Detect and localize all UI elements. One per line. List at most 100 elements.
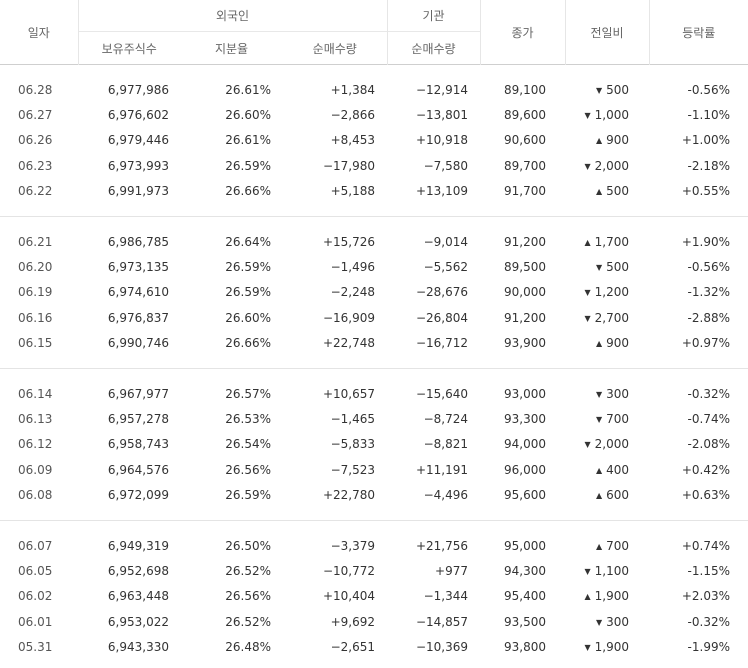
change-cell: ▼ 1,000 (565, 102, 649, 127)
header-holdings: 보유주식수 (77, 31, 180, 65)
header-foreign-net: 순매수량 (283, 31, 387, 65)
close-price-cell: 93,000 (504, 386, 546, 401)
change-rate-cell: -0.32% (687, 614, 730, 629)
foreign-net-cell: −2,651 (330, 640, 375, 655)
holdings-cell: 6,990,746 (107, 336, 169, 351)
foreign-net-cell: +9,692 (330, 614, 375, 629)
change-rate-cell: +0.42% (681, 462, 730, 477)
change-value: 1,100 (594, 563, 629, 578)
table-row: 06.22 6,991,973 26.66% +5,188 +13,109 91,700 ▲… (0, 179, 748, 204)
holdings-cell: 6,976,602 (107, 108, 169, 123)
change-cell: ▼ 2,000 (565, 432, 649, 457)
ratio-cell: 26.56% (225, 462, 271, 477)
table-row: 06.05 6,952,698 26.52% −10,772 +977 94,300 ▼ 1,… (0, 558, 748, 583)
close-price-cell: 95,600 (504, 488, 546, 503)
row-date: 06.23 (18, 158, 53, 173)
change-value: 300 (606, 386, 629, 401)
ratio-cell: 26.48% (225, 640, 271, 655)
change-rate-cell: -2.88% (687, 310, 730, 325)
change-value: 900 (606, 133, 629, 148)
change-rate-cell: -0.32% (687, 386, 730, 401)
change-rate-cell: -2.18% (687, 158, 730, 173)
foreign-net-cell: −2,866 (330, 108, 375, 123)
row-date: 06.07 (18, 538, 53, 553)
row-date: 06.14 (18, 386, 53, 401)
inst-net-cell: −13,801 (415, 108, 468, 123)
triangle-down-icon: ▼ (584, 111, 591, 121)
change-cell: ▲ 600 (565, 482, 649, 507)
inst-net-cell: +11,191 (415, 462, 468, 477)
triangle-down-icon: ▼ (584, 288, 591, 298)
change-value: 900 (606, 336, 629, 351)
ratio-cell: 26.54% (225, 437, 271, 452)
triangle-up-icon: ▲ (595, 541, 603, 551)
triangle-up-icon: ▲ (595, 136, 603, 146)
inst-net-cell: −1,344 (423, 589, 468, 604)
change-rate-cell: +1.90% (681, 234, 730, 249)
foreign-net-cell: +1,384 (330, 82, 375, 97)
close-price-cell: 95,400 (504, 589, 546, 604)
ratio-cell: 26.56% (225, 589, 271, 604)
change-cell: ▲ 1,900 (565, 584, 649, 609)
holdings-cell: 6,949,319 (107, 538, 169, 553)
change-value: 1,900 (594, 640, 629, 655)
ratio-cell: 26.66% (225, 336, 271, 351)
change-rate-cell: -0.74% (687, 411, 730, 426)
holdings-cell: 6,977,986 (107, 82, 169, 97)
row-date: 06.12 (18, 437, 53, 452)
change-value: 400 (606, 462, 629, 477)
foreign-net-cell: −10,772 (322, 563, 375, 578)
inst-net-cell: +977 (435, 563, 468, 578)
header-inst-net: 순매수량 (386, 31, 480, 65)
holdings-cell: 6,991,973 (107, 184, 169, 199)
header-change: 전일비 (564, 0, 649, 65)
header-close: 종가 (479, 0, 565, 65)
ratio-cell: 26.60% (225, 310, 271, 325)
close-price-cell: 89,100 (504, 82, 546, 97)
change-cell: ▼ 300 (565, 609, 649, 634)
inst-net-cell: −9,014 (423, 234, 468, 249)
holdings-cell: 6,967,977 (107, 386, 169, 401)
row-date: 06.28 (18, 82, 53, 97)
change-rate-cell: -1.99% (687, 640, 730, 655)
table-body: 06.28 6,977,986 26.61% +1,384 −12,914 89,100 ▼… (0, 65, 748, 660)
change-value: 1,900 (594, 589, 629, 604)
change-rate-cell: +0.63% (681, 488, 730, 503)
change-value: 2,000 (594, 158, 629, 173)
triangle-down-icon: ▼ (595, 263, 603, 273)
row-date: 06.16 (18, 310, 53, 325)
row-date: 06.02 (18, 589, 53, 604)
change-rate-cell: +2.03% (681, 589, 730, 604)
table-row: 06.09 6,964,576 26.56% −7,523 +11,191 96,000 ▲… (0, 457, 748, 482)
close-price-cell: 95,000 (504, 538, 546, 553)
triangle-down-icon: ▼ (595, 389, 603, 399)
change-cell: ▲ 900 (565, 128, 649, 153)
table-row: 06.21 6,986,785 26.64% +15,726 −9,014 91,200 ▲… (0, 229, 748, 254)
ratio-cell: 26.52% (225, 563, 271, 578)
change-cell: ▲ 1,700 (565, 229, 649, 254)
foreign-net-cell: −2,248 (330, 285, 375, 300)
triangle-down-icon: ▼ (584, 161, 591, 171)
inst-net-cell: −28,676 (415, 285, 468, 300)
ratio-cell: 26.66% (225, 184, 271, 199)
close-price-cell: 89,500 (504, 260, 546, 275)
row-date: 06.27 (18, 108, 53, 123)
close-price-cell: 93,900 (504, 336, 546, 351)
holdings-cell: 6,957,278 (107, 411, 169, 426)
holdings-cell: 6,953,022 (107, 614, 169, 629)
inst-net-cell: −14,857 (415, 614, 468, 629)
foreign-net-cell: −5,833 (330, 437, 375, 452)
foreign-net-cell: +22,780 (322, 488, 375, 503)
row-date: 06.19 (18, 285, 53, 300)
ratio-cell: 26.64% (225, 234, 271, 249)
change-rate-cell: -1.15% (687, 563, 730, 578)
row-date: 06.08 (18, 488, 53, 503)
foreign-net-cell: +8,453 (330, 133, 375, 148)
change-cell: ▼ 1,200 (565, 280, 649, 305)
holdings-cell: 6,943,330 (107, 640, 169, 655)
foreign-net-cell: −1,496 (330, 260, 375, 275)
close-price-cell: 94,300 (504, 563, 546, 578)
holdings-cell: 6,986,785 (107, 234, 169, 249)
change-cell: ▼ 700 (565, 406, 649, 431)
